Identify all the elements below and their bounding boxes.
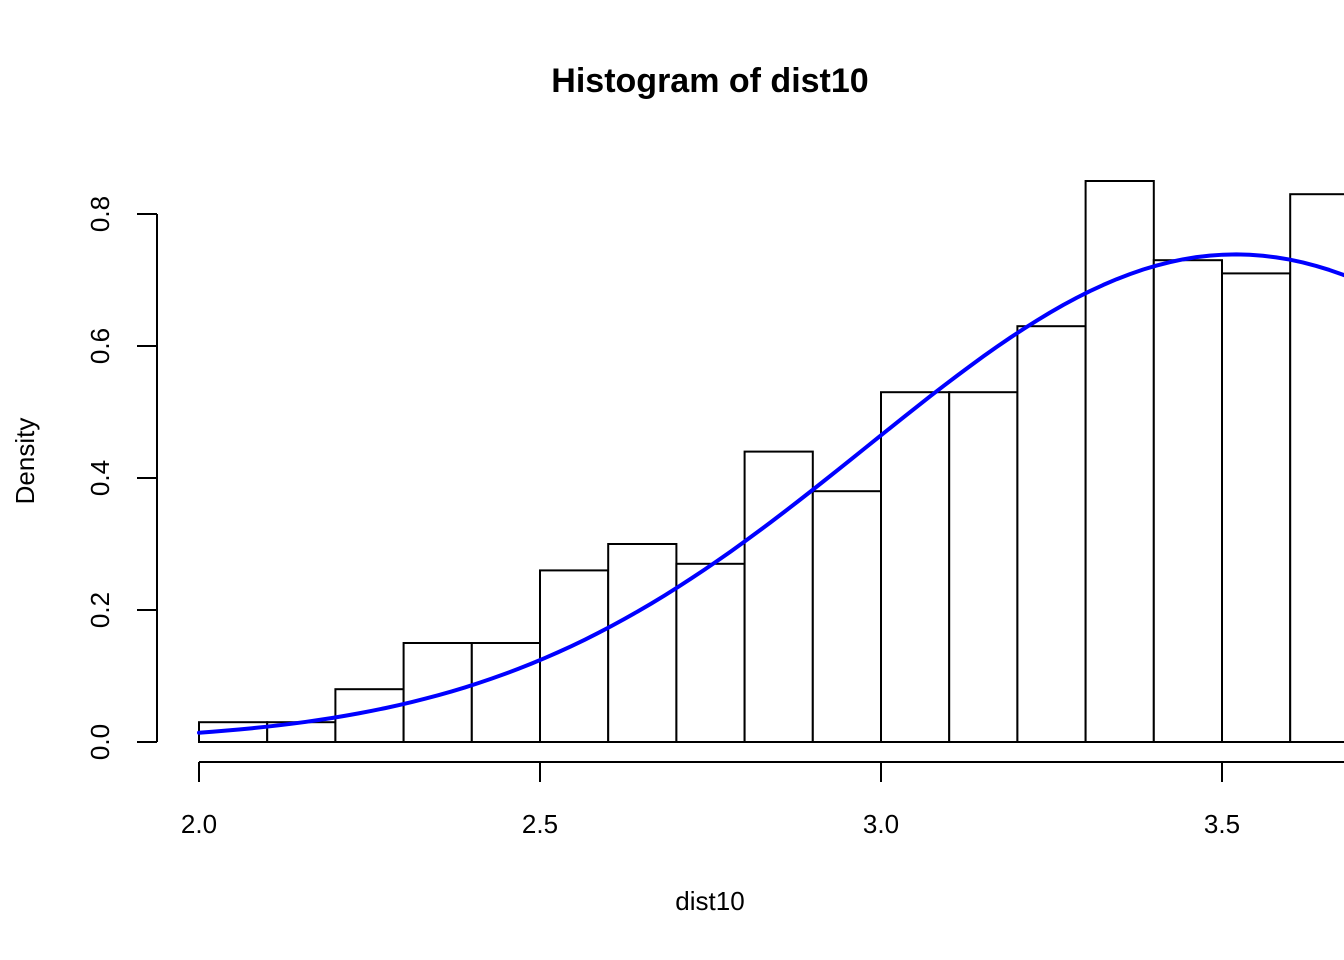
- y-tick-label: 0.2: [85, 592, 115, 628]
- y-tick-label: 0.0: [85, 724, 115, 760]
- density-curve: [197, 252, 1344, 735]
- x-tick-label: 3.5: [1204, 809, 1240, 839]
- x-axis: 2.02.53.03.54.04.55.0: [181, 761, 1344, 839]
- bars-group: [198, 180, 1344, 744]
- y-tick-label: 0.4: [85, 460, 115, 496]
- x-axis-title: dist10: [675, 886, 744, 916]
- histogram-bar: [1016, 325, 1087, 743]
- y-tick-label: 0.6: [85, 328, 115, 364]
- y-axis-title: Density: [10, 418, 40, 505]
- histogram-bar: [607, 543, 678, 743]
- histogram-bar: [1289, 193, 1344, 743]
- chart-title: Histogram of dist10: [551, 62, 868, 100]
- x-tick-label: 2.0: [181, 809, 217, 839]
- histogram-bar: [1084, 180, 1155, 743]
- histogram-bar: [880, 391, 951, 743]
- histogram-bar: [402, 642, 473, 743]
- x-tick-label: 2.5: [522, 809, 558, 839]
- x-tick-label: 3.0: [863, 809, 899, 839]
- histogram-bar: [470, 642, 541, 743]
- y-axis: 0.0 0.2 0.4 0.6 0.8: [85, 196, 158, 760]
- histogram-bar: [1152, 259, 1224, 743]
- histogram-bar: [743, 450, 814, 743]
- histogram-bar: [1221, 272, 1292, 743]
- histogram-bar: [675, 562, 746, 743]
- y-tick-label: 0.8: [85, 196, 115, 232]
- histogram-bar: [811, 490, 882, 744]
- histogram-bar: [948, 391, 1019, 743]
